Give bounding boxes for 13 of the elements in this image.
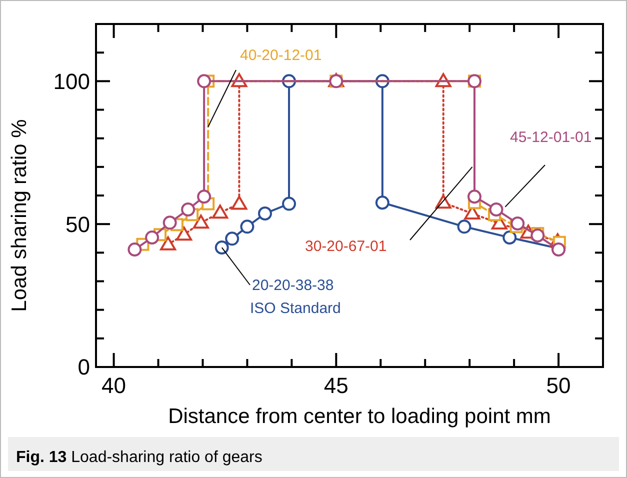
text: 20-20-38-38 ISO Standard [250, 277, 341, 317]
y-axis-title: Load sharing ratio % [8, 119, 31, 312]
caption: Fig. 13 Load-sharing ratio of gears [16, 449, 262, 466]
y-tick-label: 50 [66, 212, 90, 237]
text: 30-20-67-01 [305, 238, 387, 255]
series-label: 40-20-12-01 [240, 47, 322, 64]
x-tick-label: 40 [102, 373, 126, 398]
x-tick-label: 45 [324, 373, 348, 398]
y-tick-label: 100 [53, 68, 90, 94]
x-axis-title: Distance from center to loading point mm [168, 405, 551, 428]
x-tick-label: 50 [546, 373, 571, 398]
text: 45-12-01-01 [510, 129, 592, 146]
y-tick-label: 0 [78, 354, 90, 380]
